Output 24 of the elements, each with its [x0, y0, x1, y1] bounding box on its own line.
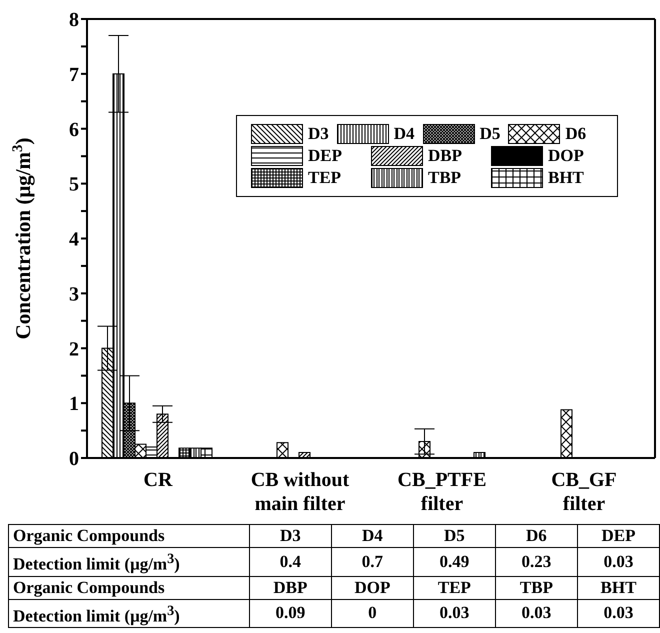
- y-tick-label: 3: [69, 283, 79, 306]
- y-tick-label: 5: [69, 174, 79, 196]
- y-tick-label: 7: [69, 64, 79, 86]
- legend-label: TBP: [428, 168, 462, 188]
- x-tick-label: CR: [144, 469, 173, 491]
- legend-label: D5: [480, 124, 500, 144]
- x-tick-label: CB without main filter: [250, 469, 350, 515]
- legend-label: D4: [394, 124, 415, 144]
- detection-limit-table: Organic Compounds D3 D4 D5 D6 DEP Detection limit (μg/m$^{3}$) 0.4 0.7 0.49 0.23 0.03 Organic Compounds DBP DOP TEP TBP BHT Detection limit (μg/m$^{3}$) 0.09 0 0.03 0.03 0.03: [8, 524, 660, 628]
- legend-label: BHT: [548, 168, 584, 188]
- legend-label: D3: [308, 124, 329, 144]
- y-tick-label: 4: [69, 228, 79, 251]
- y-tick-label: 1: [69, 393, 79, 416]
- y-tick-label: 8: [69, 9, 79, 32]
- y-tick-label: 2: [69, 338, 79, 360]
- legend-label: D6: [565, 124, 586, 144]
- legend-label: DEP: [308, 146, 342, 166]
- legend-label: DBP: [428, 146, 462, 166]
- y-tick-label: 0: [69, 448, 79, 470]
- legend-label: DOP: [548, 146, 584, 166]
- y-tick-label: 6: [69, 118, 79, 141]
- x-tick-label: CB_GF filter: [551, 469, 617, 515]
- x-tick-label: CB_PTFE filter: [398, 469, 486, 515]
- legend-label: TEP: [308, 168, 342, 188]
